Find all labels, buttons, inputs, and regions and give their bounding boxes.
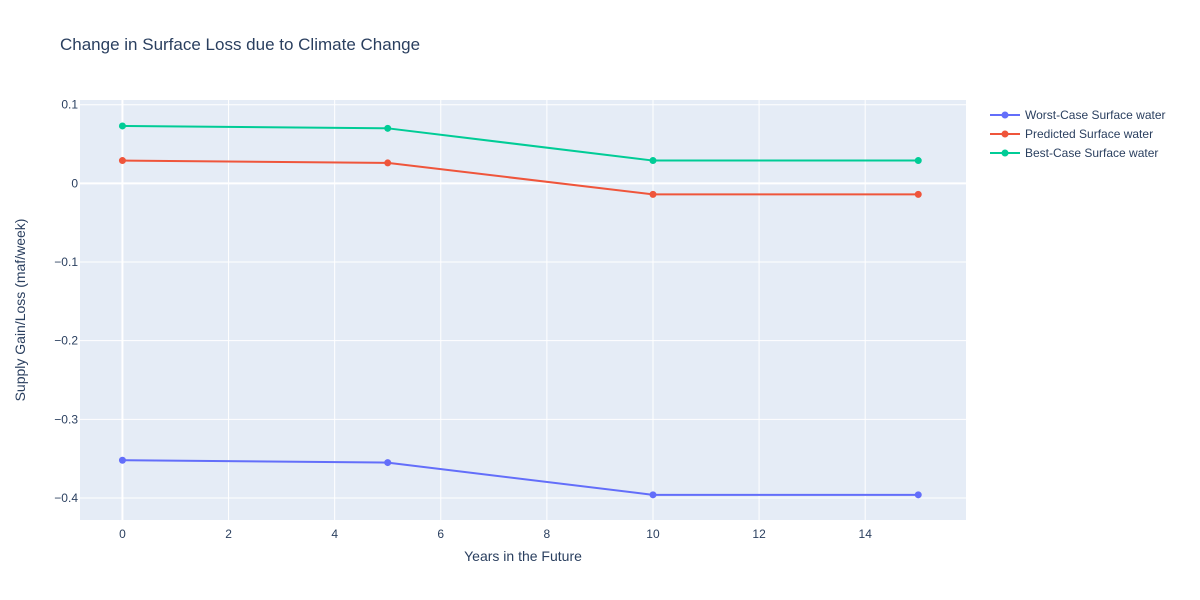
series-line [122,159,919,196]
data-point[interactable] [649,157,657,165]
legend-item[interactable]: Best-Case Surface water [990,146,1158,160]
chart-title: Change in Surface Loss due to Climate Ch… [60,35,420,54]
data-point[interactable] [118,456,126,464]
series-2 [118,157,922,198]
data-point[interactable] [649,491,657,499]
grid-lines [80,100,966,520]
series-line [122,124,919,162]
y-tick-label: 0.1 [61,98,78,112]
legend-item[interactable]: Predicted Surface water [990,127,1153,141]
legend-marker [1001,149,1009,157]
x-tick-label: 6 [437,527,444,541]
series-1 [118,456,922,499]
x-tick-label: 0 [119,527,126,541]
data-point[interactable] [384,124,392,132]
x-axis-ticks: 0 2 4 6 8 10 12 14 [119,527,872,541]
legend-label: Predicted Surface water [1025,127,1153,141]
x-tick-label: 14 [859,527,873,541]
data-point[interactable] [118,122,126,130]
y-axis-ticks: 0.1 0 −0.1 −0.2 −0.3 −0.4 [54,98,78,505]
legend-label: Best-Case Surface water [1025,146,1158,160]
x-axis-title: Years in the Future [464,548,582,564]
data-point[interactable] [384,159,392,167]
legend-label: Worst-Case Surface water [1025,108,1166,122]
x-tick-label: 10 [646,527,660,541]
y-tick-label: −0.4 [54,491,78,505]
x-tick-label: 4 [331,527,338,541]
y-tick-label: 0 [71,176,78,190]
data-point[interactable] [914,190,922,198]
x-tick-label: 12 [752,527,766,541]
x-tick-label: 2 [225,527,232,541]
y-tick-label: −0.1 [54,255,78,269]
y-tick-label: −0.3 [54,412,78,426]
series-line [122,459,919,496]
data-point[interactable] [914,491,922,499]
legend-marker [1001,111,1009,119]
data-point[interactable] [914,157,922,165]
plot-area [80,100,966,520]
series-lines [118,122,922,499]
data-point[interactable] [384,459,392,467]
data-point[interactable] [649,190,657,198]
x-tick-label: 8 [544,527,551,541]
legend-item[interactable]: Worst-Case Surface water [990,108,1166,122]
legend-marker [1001,130,1009,138]
y-tick-label: −0.2 [54,334,78,348]
y-axis-title: Supply Gain/Loss (maf/week) [12,219,28,402]
legend: Worst-Case Surface water Predicted Surfac… [990,108,1166,160]
data-point[interactable] [118,157,126,165]
series-3 [118,122,922,165]
